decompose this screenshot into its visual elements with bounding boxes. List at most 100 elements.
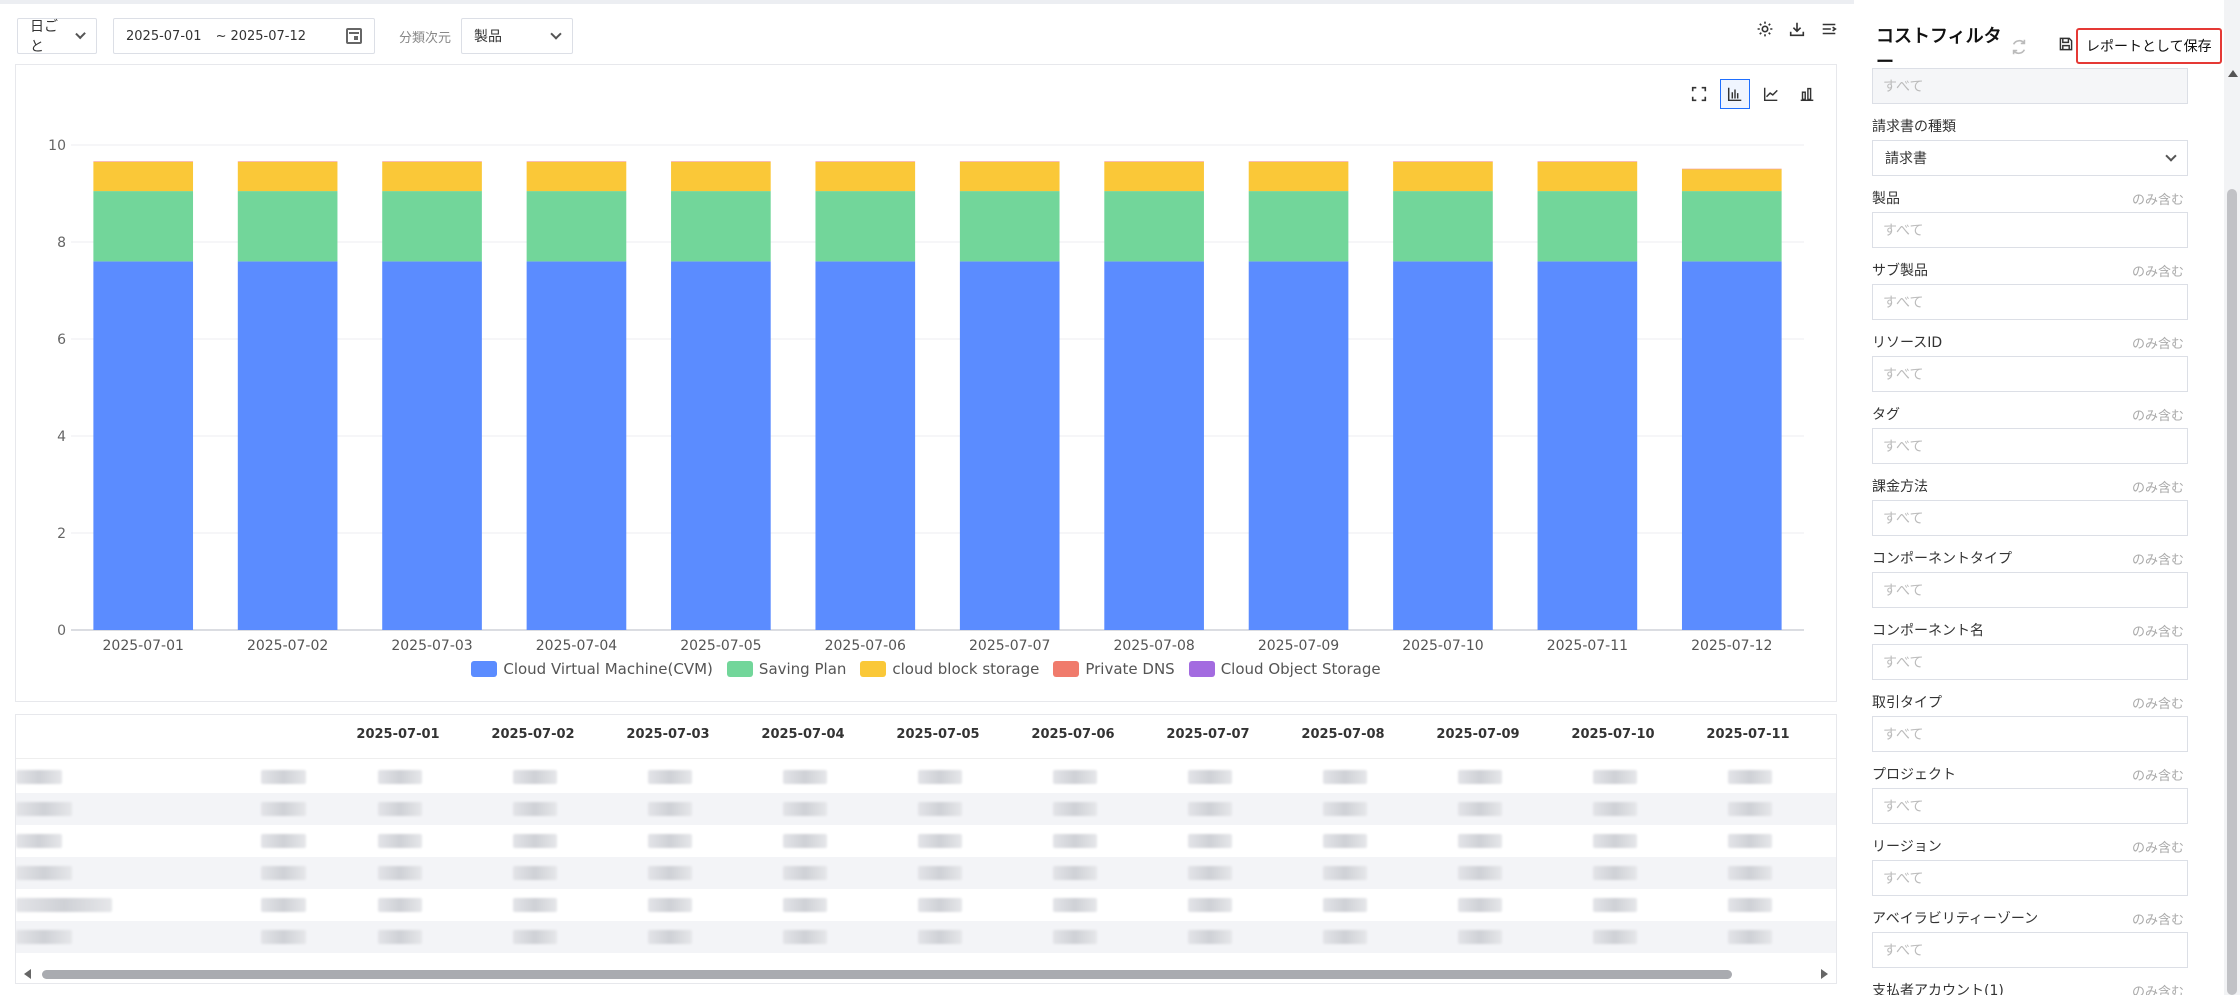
table-row[interactable] <box>16 761 1836 793</box>
filter-input[interactable]: すべて <box>1872 572 2188 608</box>
bar-segment-1[interactable] <box>526 191 627 262</box>
bar-segment-3[interactable] <box>1104 161 1204 162</box>
only-include-toggle[interactable]: のみ含む <box>2131 553 2184 568</box>
bar-segment-2[interactable] <box>1681 169 1782 192</box>
dimension-select[interactable]: 製品 <box>461 18 574 54</box>
only-include-toggle[interactable]: のみ含む <box>2131 625 2184 640</box>
stacked-bar-chart-button[interactable] <box>1720 79 1750 109</box>
bar-segment-3[interactable] <box>671 161 771 162</box>
column-settings-icon[interactable] <box>1820 20 1838 42</box>
bar-segment-0[interactable] <box>671 261 771 630</box>
column-header[interactable]: 2025-07-09 <box>1436 727 1520 742</box>
legend-item[interactable]: Private DNS <box>1053 660 1175 678</box>
column-header[interactable]: 2025-07-08 <box>1301 727 1385 742</box>
refresh-icon[interactable] <box>2010 38 2028 60</box>
bar-segment-0[interactable] <box>1537 261 1638 630</box>
bar-segment-1[interactable] <box>1248 191 1349 262</box>
bar-segment-0[interactable] <box>237 261 338 630</box>
column-header[interactable]: 2025-07-06 <box>1031 727 1115 742</box>
only-include-toggle[interactable]: のみ含む <box>2131 697 2184 712</box>
column-header[interactable]: 2025-07-10 <box>1571 727 1655 742</box>
bar-segment-0[interactable] <box>1393 261 1493 630</box>
bar-segment-3[interactable] <box>1537 161 1638 162</box>
horizontal-scrollbar[interactable] <box>16 965 1836 983</box>
invoice-type-select[interactable]: 請求書 <box>1872 140 2188 176</box>
bar-segment-1[interactable] <box>93 191 194 262</box>
legend-item[interactable]: Saving Plan <box>726 660 846 678</box>
bar-segment-0[interactable] <box>526 261 627 630</box>
bar-segment-3[interactable] <box>382 161 482 162</box>
bar-segment-3[interactable] <box>1681 168 1782 170</box>
bar-segment-1[interactable] <box>959 191 1060 262</box>
bar-segment-2[interactable] <box>1104 161 1204 192</box>
bar-segment-3[interactable] <box>93 161 194 162</box>
bar-segment-0[interactable] <box>1104 261 1204 630</box>
table-row[interactable] <box>16 793 1836 825</box>
only-include-toggle[interactable]: のみ含む <box>2131 985 2184 995</box>
column-header[interactable]: 2025-07-04 <box>761 727 845 742</box>
date-range-picker[interactable]: 2025-07-01 ~ 2025-07-12 <box>113 18 375 54</box>
bar-segment-1[interactable] <box>1537 191 1638 262</box>
bar-segment-3[interactable] <box>1248 161 1349 162</box>
bar-segment-1[interactable] <box>1681 191 1782 262</box>
table-row[interactable] <box>16 825 1836 857</box>
filter-input[interactable]: すべて <box>1872 212 2188 248</box>
filter-input[interactable]: すべて <box>1872 428 2188 464</box>
account-filter-input[interactable]: すべて <box>1872 68 2188 104</box>
only-include-toggle[interactable]: のみ含む <box>2131 769 2184 784</box>
bar-segment-3[interactable] <box>526 161 627 162</box>
only-include-toggle[interactable]: のみ含む <box>2131 409 2184 424</box>
bar-segment-3[interactable] <box>959 161 1060 162</box>
column-header[interactable]: 2025-07-05 <box>896 727 980 742</box>
bar-segment-2[interactable] <box>959 161 1060 192</box>
bar-segment-0[interactable] <box>1248 261 1349 630</box>
filter-input[interactable]: すべて <box>1872 716 2188 752</box>
granularity-select[interactable]: 日ごと <box>17 18 97 55</box>
filter-input[interactable]: すべて <box>1872 644 2188 680</box>
panel-scrollbar-thumb[interactable] <box>2227 189 2237 995</box>
bar-segment-1[interactable] <box>382 191 482 262</box>
bar-segment-0[interactable] <box>1681 261 1782 630</box>
filter-input[interactable]: すべて <box>1872 932 2188 968</box>
column-header[interactable]: 2025-07-07 <box>1166 727 1250 742</box>
bar-segment-0[interactable] <box>815 261 916 630</box>
only-include-toggle[interactable]: のみ含む <box>2131 913 2184 928</box>
scroll-up-arrow-icon[interactable] <box>2228 70 2238 77</box>
bar-segment-1[interactable] <box>1393 191 1493 262</box>
only-include-toggle[interactable]: のみ含む <box>2131 841 2184 856</box>
only-include-toggle[interactable]: のみ含む <box>2131 193 2184 208</box>
column-header[interactable]: 2025-07-11 <box>1706 727 1790 742</box>
table-row[interactable] <box>16 889 1836 921</box>
only-include-toggle[interactable]: のみ含む <box>2131 265 2184 280</box>
only-include-toggle[interactable]: のみ含む <box>2131 337 2184 352</box>
bar-segment-2[interactable] <box>1248 161 1349 192</box>
bar-segment-3[interactable] <box>815 161 916 162</box>
bar-segment-2[interactable] <box>382 161 482 192</box>
line-chart-button[interactable] <box>1756 79 1786 109</box>
bar-segment-1[interactable] <box>671 191 771 262</box>
filter-input[interactable]: すべて <box>1872 356 2188 392</box>
legend-item[interactable]: Cloud Object Storage <box>1188 660 1381 678</box>
save-disk-icon[interactable] <box>2058 36 2074 56</box>
scrollbar-thumb[interactable] <box>42 970 1732 979</box>
calendar-icon[interactable] <box>346 28 362 44</box>
bar-segment-2[interactable] <box>237 161 338 192</box>
filter-input[interactable]: すべて <box>1872 500 2188 536</box>
bar-segment-1[interactable] <box>237 191 338 262</box>
scroll-right-arrow-icon[interactable] <box>1821 969 1828 979</box>
bar-chart-button[interactable] <box>1792 79 1822 109</box>
download-icon[interactable] <box>1788 20 1806 42</box>
bar-segment-0[interactable] <box>959 261 1060 630</box>
filter-input[interactable]: すべて <box>1872 788 2188 824</box>
bar-segment-0[interactable] <box>93 261 194 630</box>
legend-item[interactable]: cloud block storage <box>860 660 1039 678</box>
filter-input[interactable]: すべて <box>1872 284 2188 320</box>
scroll-left-arrow-icon[interactable] <box>24 969 31 979</box>
bar-segment-2[interactable] <box>815 161 916 192</box>
bar-segment-2[interactable] <box>93 161 194 192</box>
table-row[interactable] <box>16 921 1836 953</box>
panel-vertical-scrollbar[interactable] <box>2224 64 2240 995</box>
bar-segment-3[interactable] <box>237 161 338 162</box>
bar-segment-2[interactable] <box>671 161 771 192</box>
table-row[interactable] <box>16 857 1836 889</box>
